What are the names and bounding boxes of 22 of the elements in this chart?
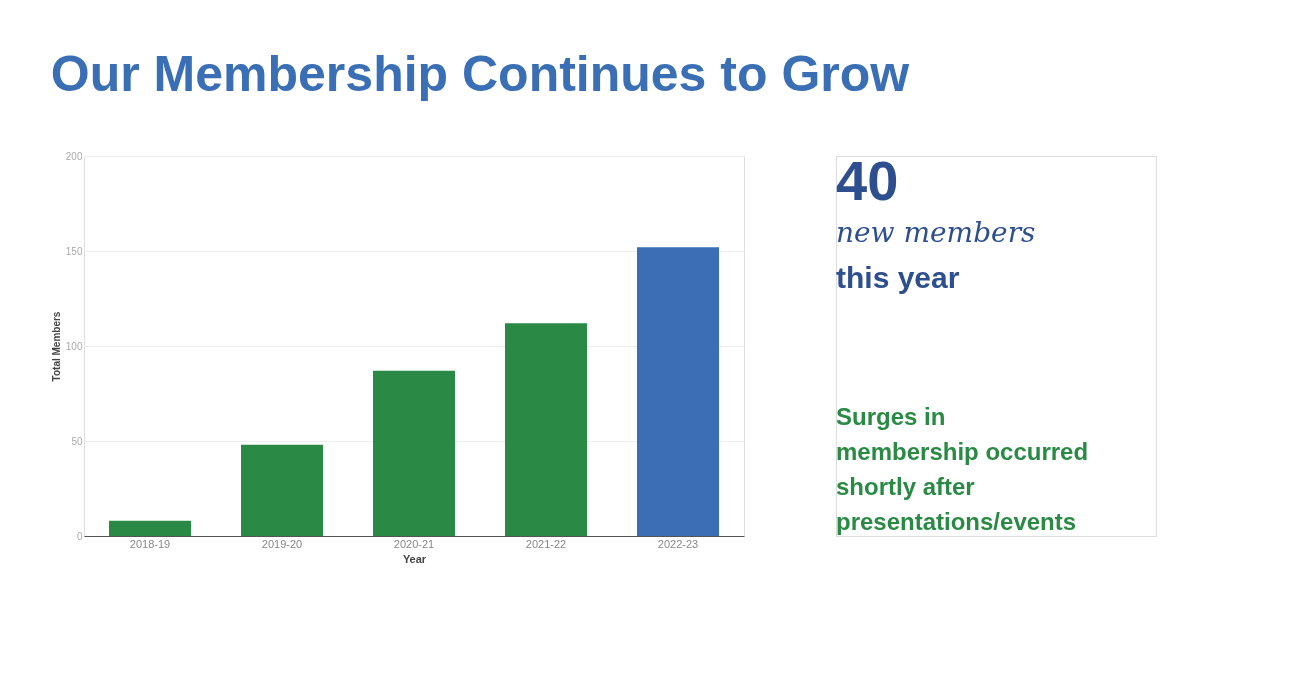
- x-axis-title: Year: [402, 552, 427, 565]
- y-tick-label: 0: [76, 530, 83, 542]
- bar: [241, 444, 323, 536]
- x-tick-label: 2019-20: [261, 537, 303, 550]
- y-tick-label: 150: [65, 245, 83, 257]
- y-tick-label: 50: [71, 435, 83, 447]
- bar: [637, 247, 719, 536]
- x-tick-label: 2020-21: [393, 537, 435, 550]
- text: Surges in membership occurred shortly after presentations/events: [836, 403, 1089, 535]
- bar: [373, 370, 455, 536]
- y-tick-label: 200: [65, 150, 83, 162]
- x-tick-label: 2021-22: [525, 537, 567, 550]
- text: new members: [836, 216, 1036, 249]
- y-axis-title: Total Members: [50, 311, 62, 382]
- x-tick-label: 2018-19: [129, 537, 171, 550]
- bar: [109, 520, 191, 536]
- text: 40: [836, 149, 899, 212]
- y-tick-label: 100: [65, 340, 83, 352]
- chart-title: Our Membership Continues to Grow: [50, 45, 910, 102]
- text: this year: [836, 261, 960, 294]
- bar: [505, 323, 587, 536]
- x-tick-label: 2022-23: [657, 537, 699, 550]
